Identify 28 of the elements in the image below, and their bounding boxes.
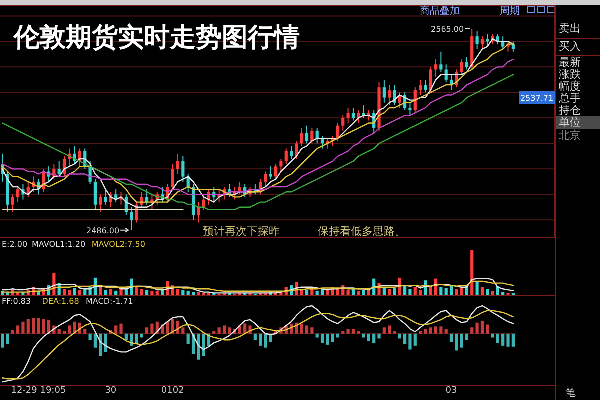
text: 总手 — [558, 92, 581, 105]
text: 笔 — [566, 387, 576, 399]
text: 卖出 — [559, 22, 581, 35]
x-tick-label: 12-29 19:05 — [11, 386, 66, 396]
text: MAVOL1:1.20 — [32, 240, 86, 249]
text: FF:0.83 — [2, 297, 32, 306]
x-tick-label: 0102 — [161, 386, 184, 396]
text: 最新 — [559, 56, 581, 69]
text: E:2.00 — [2, 240, 28, 249]
text: DEA:1.68 — [42, 297, 80, 306]
text: 买入 — [559, 40, 581, 53]
text: 2537.71 — [520, 94, 554, 103]
annotation: 2486.00 — [86, 226, 120, 236]
text: 单位 — [559, 116, 581, 129]
text: 伦敦期货实时走势图行情 — [13, 23, 300, 53]
annotation: 周期 — [500, 5, 520, 17]
text: 幅度 — [559, 80, 581, 93]
annotation: MACD:-1.71 — [86, 297, 134, 306]
x-tick-label: 03 — [446, 386, 458, 396]
annotation: 保持看低多思路。 — [318, 225, 406, 238]
text: 持仓 — [559, 104, 581, 117]
x-tick-label: 30 — [105, 386, 117, 396]
annotation: 预计再次下探昨 — [203, 225, 280, 238]
text: MAVOL2:7.50 — [92, 240, 146, 249]
text: 北京 — [559, 129, 581, 142]
annotation: 2565.00 — [431, 24, 464, 34]
annotation: 商品叠加 — [420, 5, 460, 17]
text: 涨跌 — [559, 68, 581, 81]
